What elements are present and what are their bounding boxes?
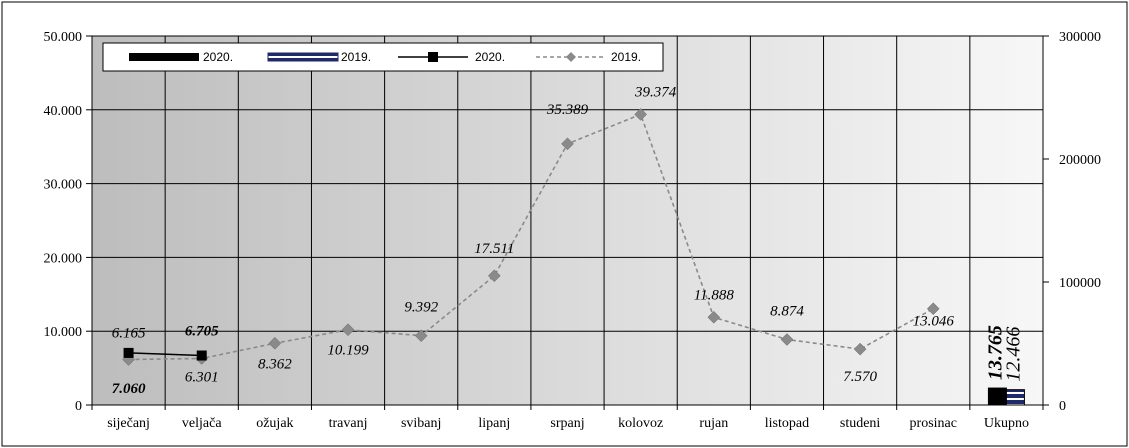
series-2020-point (196, 350, 207, 361)
x-tick-label: svibanj (401, 416, 441, 431)
right-tick-label: 200000 (1059, 153, 1101, 168)
axes: 0 10.000 20.000 30.000 40.000 50.000 siječanj v… (44, 30, 1102, 431)
series-2019-point (634, 108, 648, 121)
x-tick-label: travanj (329, 416, 368, 431)
right-tick-label: 100000 (1059, 276, 1101, 291)
x-tick-label: listopad (765, 416, 809, 431)
x-tick-label: veljača (182, 416, 222, 431)
legend-swatch-bar-2020 (129, 53, 199, 61)
plot-area (91, 35, 1044, 406)
lines (122, 108, 940, 366)
series-2019-label: 7.570 (843, 369, 877, 385)
x-tick-label: kolovoz (618, 416, 663, 431)
series-2019-point (926, 302, 940, 316)
x-tick-label: Ukupno (984, 416, 1029, 431)
legend-swatch-bar-2019 (267, 52, 339, 62)
series-2020-line (128, 352, 202, 357)
series-2019-label: 13.046 (913, 314, 955, 330)
legend-label: 2020. (203, 50, 233, 64)
series-2019-label: 17.511 (474, 241, 514, 257)
series-2019-label: 39.374 (634, 84, 677, 100)
bars (987, 387, 1025, 406)
series-2019-point (414, 329, 428, 343)
series-2019-point (780, 333, 794, 346)
series-2019-label: 6.301 (185, 369, 219, 385)
right-tick-label: 300000 (1059, 30, 1101, 45)
x-tick-label: rujan (699, 416, 728, 431)
bar-data-label: 12.466 (1002, 327, 1024, 382)
x-tick-label: srpanj (550, 416, 584, 431)
legend-label: 2019. (341, 50, 371, 64)
left-tick-label: 30.000 (44, 178, 83, 193)
left-tick-label: 0 (75, 399, 82, 414)
series-2019-point (268, 336, 282, 350)
x-tick-label: studeni (840, 416, 881, 431)
series-2019-point (341, 323, 355, 337)
right-tick-label: 0 (1059, 399, 1066, 414)
bar-ukupno-2019 (1005, 389, 1025, 406)
bar-ukupno-2020 (987, 387, 1007, 406)
series-2019-point (707, 310, 721, 324)
series-2020-point (123, 347, 134, 358)
series-2019-label: 8.362 (258, 356, 292, 372)
series-2019-point (853, 342, 867, 356)
left-tick-label: 20.000 (44, 251, 83, 266)
series-2019-label: 8.874 (770, 304, 804, 320)
legend-marker-2020 (428, 52, 438, 62)
left-tick-label: 10.000 (44, 325, 83, 340)
grid (91, 35, 1044, 406)
series-2019-label: 9.392 (404, 300, 438, 316)
legend-label: 2020. (475, 50, 505, 64)
series-2019-label: 11.888 (694, 287, 735, 303)
x-tick-label: ožujak (256, 416, 293, 431)
x-tick-label: lipanj (478, 416, 510, 431)
legend-marker-2019 (566, 52, 576, 62)
series-2020-label: 6.705 (185, 324, 219, 340)
series-2019-label: 35.389 (546, 102, 589, 118)
left-tick-label: 40.000 (44, 104, 83, 119)
series-2020-label: 7.060 (112, 381, 146, 397)
legend-label: 2019. (611, 50, 641, 64)
series-2019-point (487, 269, 501, 283)
left-tick-label: 50.000 (44, 30, 83, 45)
legend: 2020. 2019. 2020. 2019. (102, 42, 664, 72)
series-2019-label: 6.165 (112, 326, 146, 342)
series-2019-line (128, 113, 934, 361)
x-tick-label: prosinac (910, 416, 957, 431)
series-2019-label: 10.199 (327, 343, 369, 359)
x-tick-label: siječanj (107, 416, 150, 431)
series-2019-point (561, 137, 574, 151)
bar-data-label: 13.765 (984, 325, 1006, 380)
